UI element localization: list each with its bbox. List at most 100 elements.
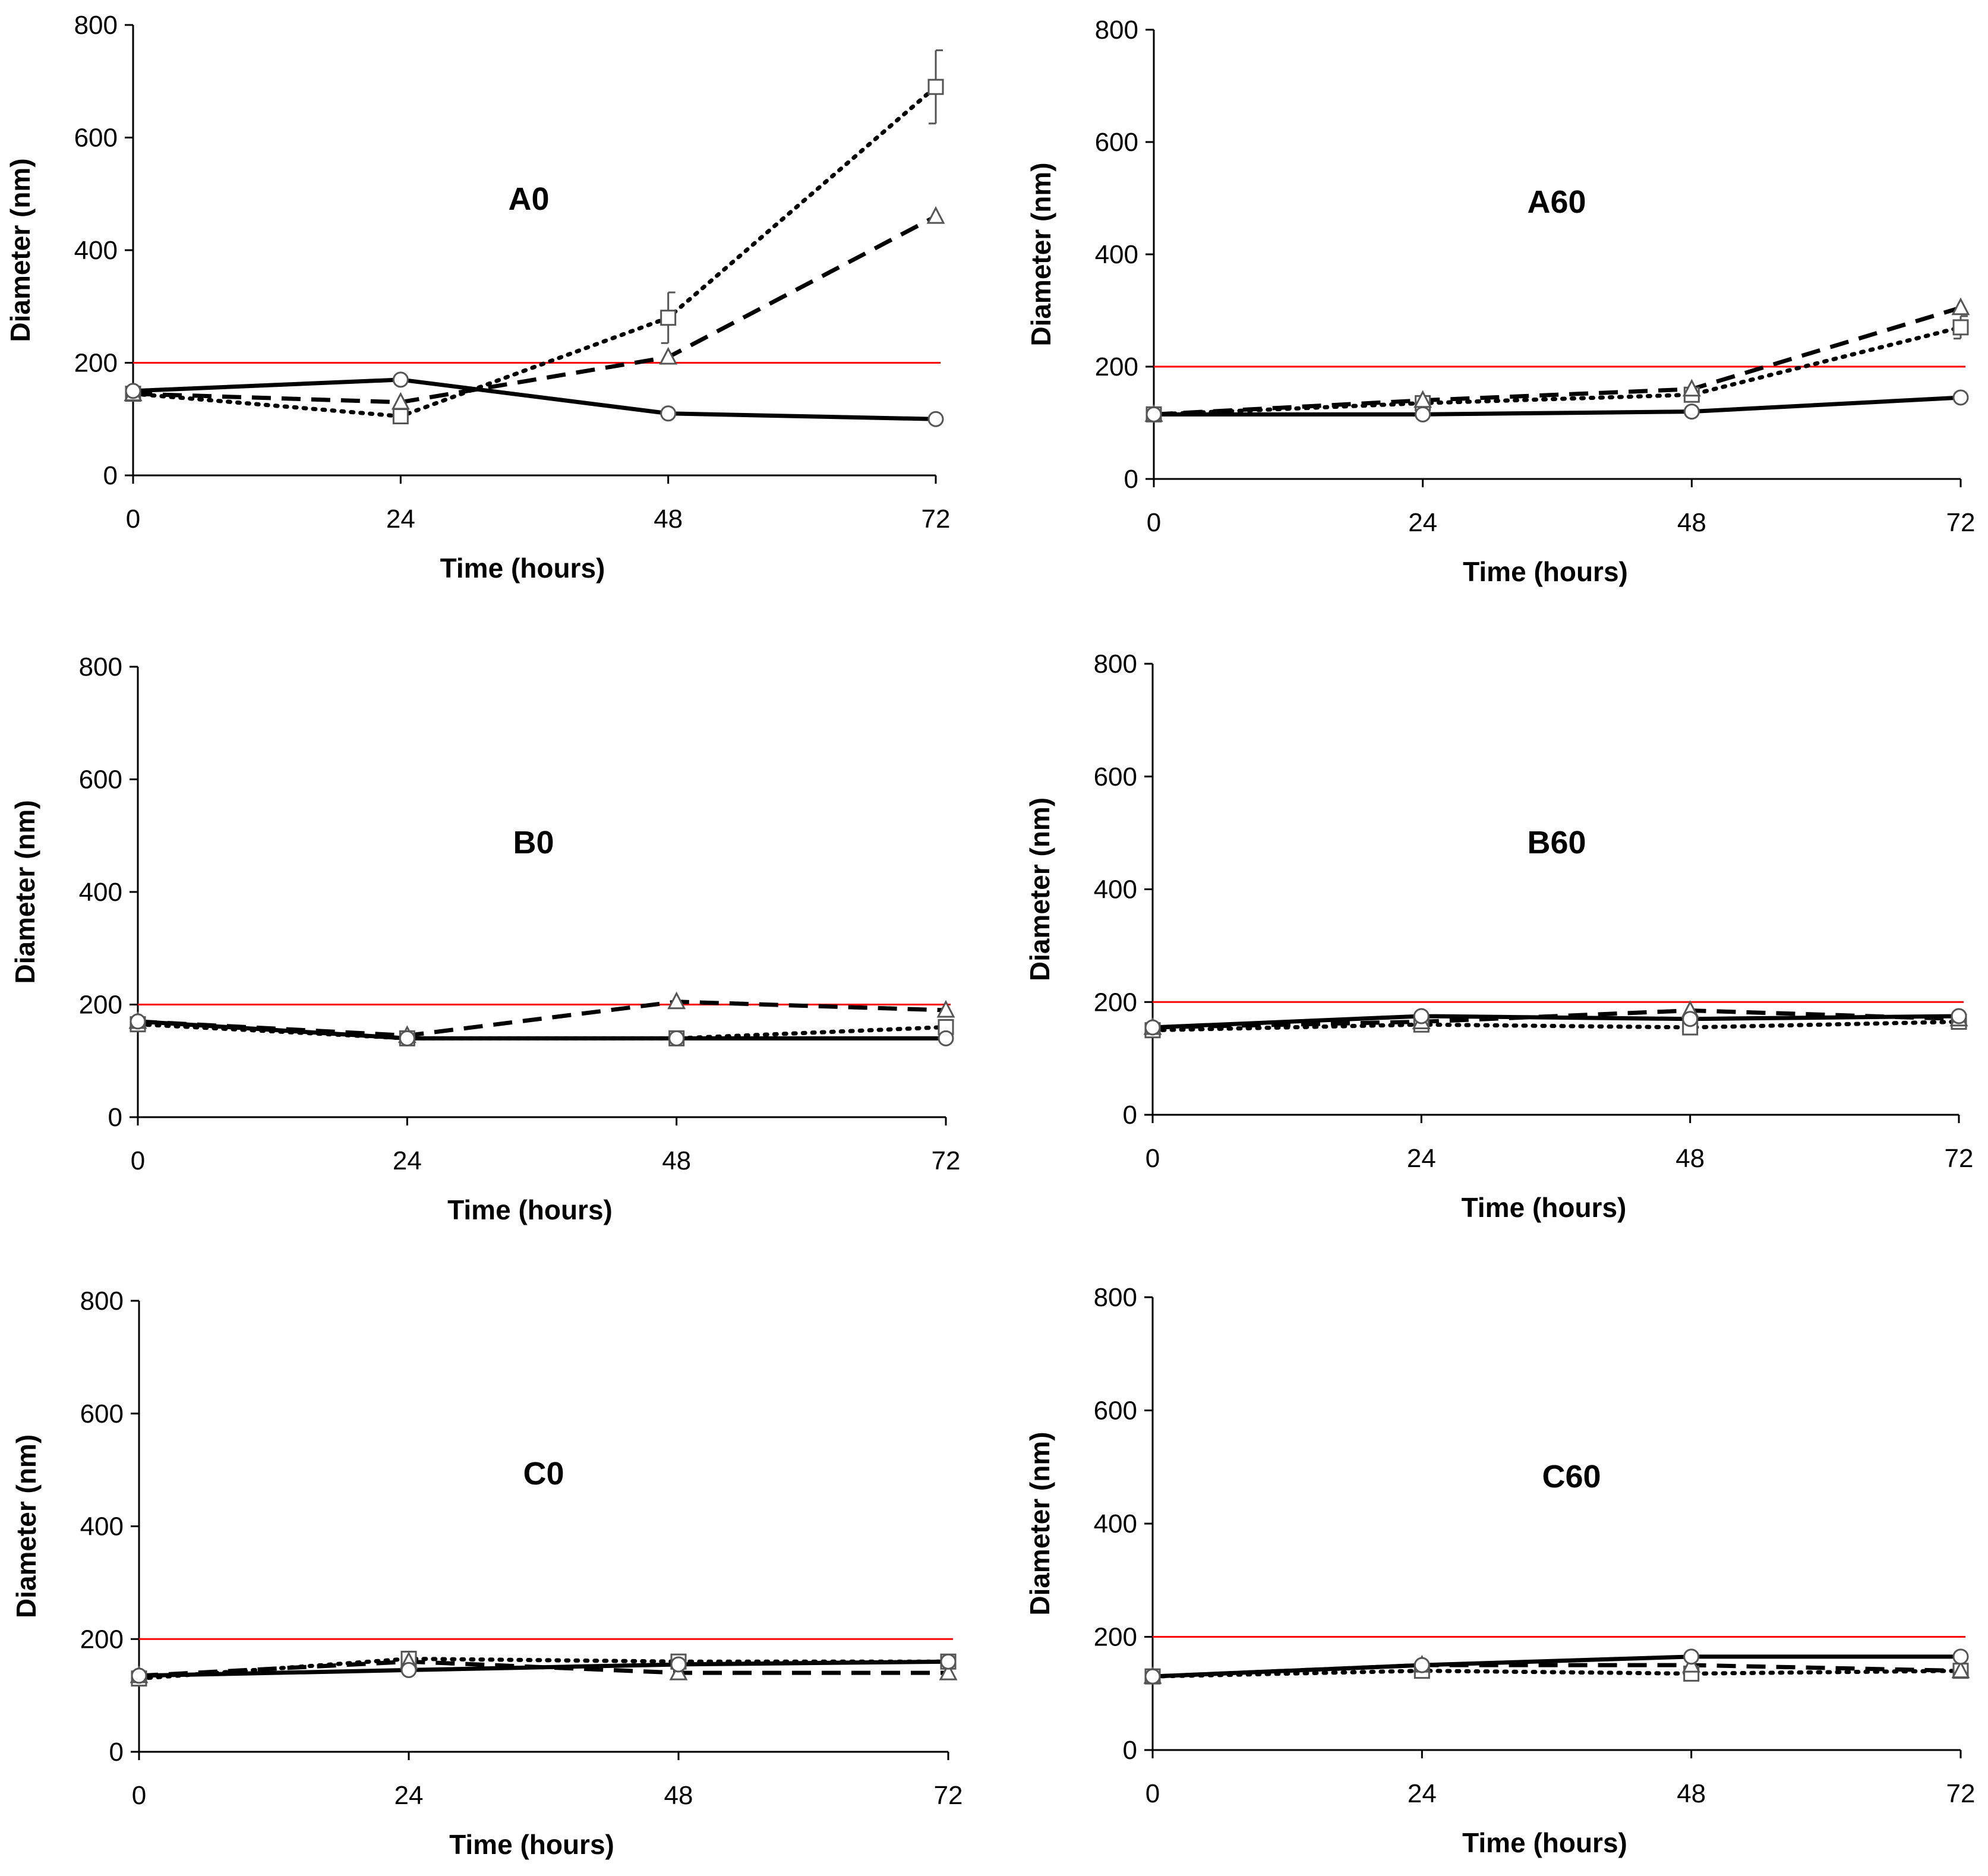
series-line-circle-solid [137,1019,946,1041]
y-tick-label: 0 [108,1103,122,1132]
x-tick-label: 72 [922,505,951,534]
y-tick-label: 600 [1094,1396,1137,1426]
data-point-circle [1144,1019,1161,1036]
y-tick-label: 600 [1095,128,1138,157]
data-point-triangle [926,206,945,224]
y-axis-title: Diameter (nm) [5,158,36,342]
y-tick-label: 600 [74,124,118,153]
chart-panel-c60: 0 200 400 600 800 0 24 48 72 Time (hours) Diameter… [1024,1283,1975,1858]
series-line-circle-solid [1154,395,1961,417]
data-point-square [1682,1019,1699,1036]
y-tick-label: 200 [1094,1623,1137,1652]
data-point-triangle [659,346,678,365]
data-point-square [1952,319,1969,336]
data-point-circle [927,411,944,427]
y-tick-label: 0 [1123,1736,1137,1765]
data-point-circle [125,383,141,399]
chart-panel-b0: 0 200 400 600 800 0 24 48 72 Time (hours) Diameter… [10,652,960,1225]
y-tick-label: 400 [79,878,122,907]
y-tick-label: 800 [79,652,122,682]
data-point-circle [1951,1008,1967,1024]
x-tick-label: 0 [132,1781,146,1810]
data-point-square [392,408,409,425]
data-point-circle [660,405,677,422]
data-point-circle [1415,406,1431,423]
y-tick-label: 800 [74,11,118,40]
x-tick-label: 72 [932,1146,961,1175]
chart-panel-b60: 0 200 400 600 800 0 24 48 72 Time (hours) Diameter… [1024,649,1973,1223]
data-point-circle [399,1030,415,1046]
data-point-square [927,78,944,95]
y-tick-label: 800 [1094,1283,1137,1312]
data-point-triangle [936,1000,955,1018]
data-point-circle [940,1653,957,1670]
data-point-circle [668,1030,685,1046]
data-point-circle [938,1030,954,1046]
panel-title: A0 [508,181,549,217]
data-point-circle [1952,389,1969,406]
x-axis-title: Time (hours) [1463,556,1628,587]
y-axis-title: Diameter (nm) [1024,1432,1055,1615]
y-tick-label: 400 [80,1512,124,1541]
series-line-circle-solid [132,377,936,421]
y-tick-label: 600 [1094,762,1137,792]
y-tick-label: 0 [109,1738,124,1767]
x-axis-title: Time (hours) [447,1194,613,1225]
y-tick-label: 200 [1094,988,1137,1017]
y-tick-label: 600 [80,1399,124,1429]
y-tick-label: 0 [1123,1101,1137,1130]
x-tick-label: 24 [395,1781,424,1810]
data-point-circle [1146,406,1162,423]
series-line-square-dotted [1150,1019,1961,1033]
x-tick-label: 0 [131,1146,145,1175]
series-line-circle-solid [138,1659,949,1678]
series-line-square-dotted [1151,325,1963,417]
panel-title: A60 [1527,184,1586,220]
y-tick-label: 800 [1095,15,1138,45]
x-tick-label: 0 [1147,508,1161,537]
data-point-triangle [1951,1660,1970,1679]
data-point-circle [1683,403,1700,420]
x-tick-label: 48 [1675,1144,1705,1173]
chart-panel-a60: 0 200 400 600 800 0 24 48 72 Time (hours) Diameter… [1025,15,1975,587]
y-axis-title: Diameter (nm) [11,1434,42,1618]
data-point-triangle [1951,297,1970,316]
y-tick-label: 800 [1094,649,1137,679]
y-axis-title: Diameter (nm) [1024,797,1055,981]
y-tick-label: 800 [80,1287,124,1316]
data-point-circle [1413,1657,1430,1673]
data-point-circle [1144,1668,1161,1685]
panel-title: B60 [1527,825,1586,860]
data-point-circle [392,371,409,388]
x-tick-label: 72 [1945,1144,1974,1173]
x-tick-label: 48 [662,1146,691,1175]
data-point-triangle [667,991,686,1010]
data-point-triangle [391,392,410,410]
y-tick-label: 200 [74,349,118,378]
series-line-triangle-dashed [132,215,937,405]
data-point-circle [1413,1008,1430,1024]
y-tick-label: 200 [79,991,122,1020]
data-point-circle [1683,1648,1700,1665]
data-point-triangle [1682,379,1701,397]
x-tick-label: 0 [1146,1779,1160,1808]
series-line-circle-solid [1152,1014,1959,1030]
data-point-circle [130,1013,146,1030]
data-point-square [660,310,677,326]
x-tick-label: 0 [126,505,140,534]
x-tick-label: 24 [1408,508,1437,537]
y-tick-label: 400 [1094,875,1137,904]
x-tick-label: 48 [654,505,683,534]
series-line-triangle-dashed [1153,305,1962,417]
data-point-circle [1682,1011,1699,1027]
y-tick-label: 0 [103,461,118,490]
x-tick-label: 72 [934,1781,963,1810]
x-tick-label: 24 [386,505,415,534]
chart-panel-a0: 0 200 400 600 800 0 24 48 72 Time (hours) Diameter… [5,11,950,584]
y-axis-title: Diameter (nm) [10,800,40,983]
data-point-circle [400,1661,417,1678]
chart-panel-c0: 0 200 400 600 800 0 24 48 72 Time (hours) Diameter… [11,1287,963,1860]
series-line-square-dotted [131,84,938,419]
x-tick-label: 24 [393,1146,422,1175]
